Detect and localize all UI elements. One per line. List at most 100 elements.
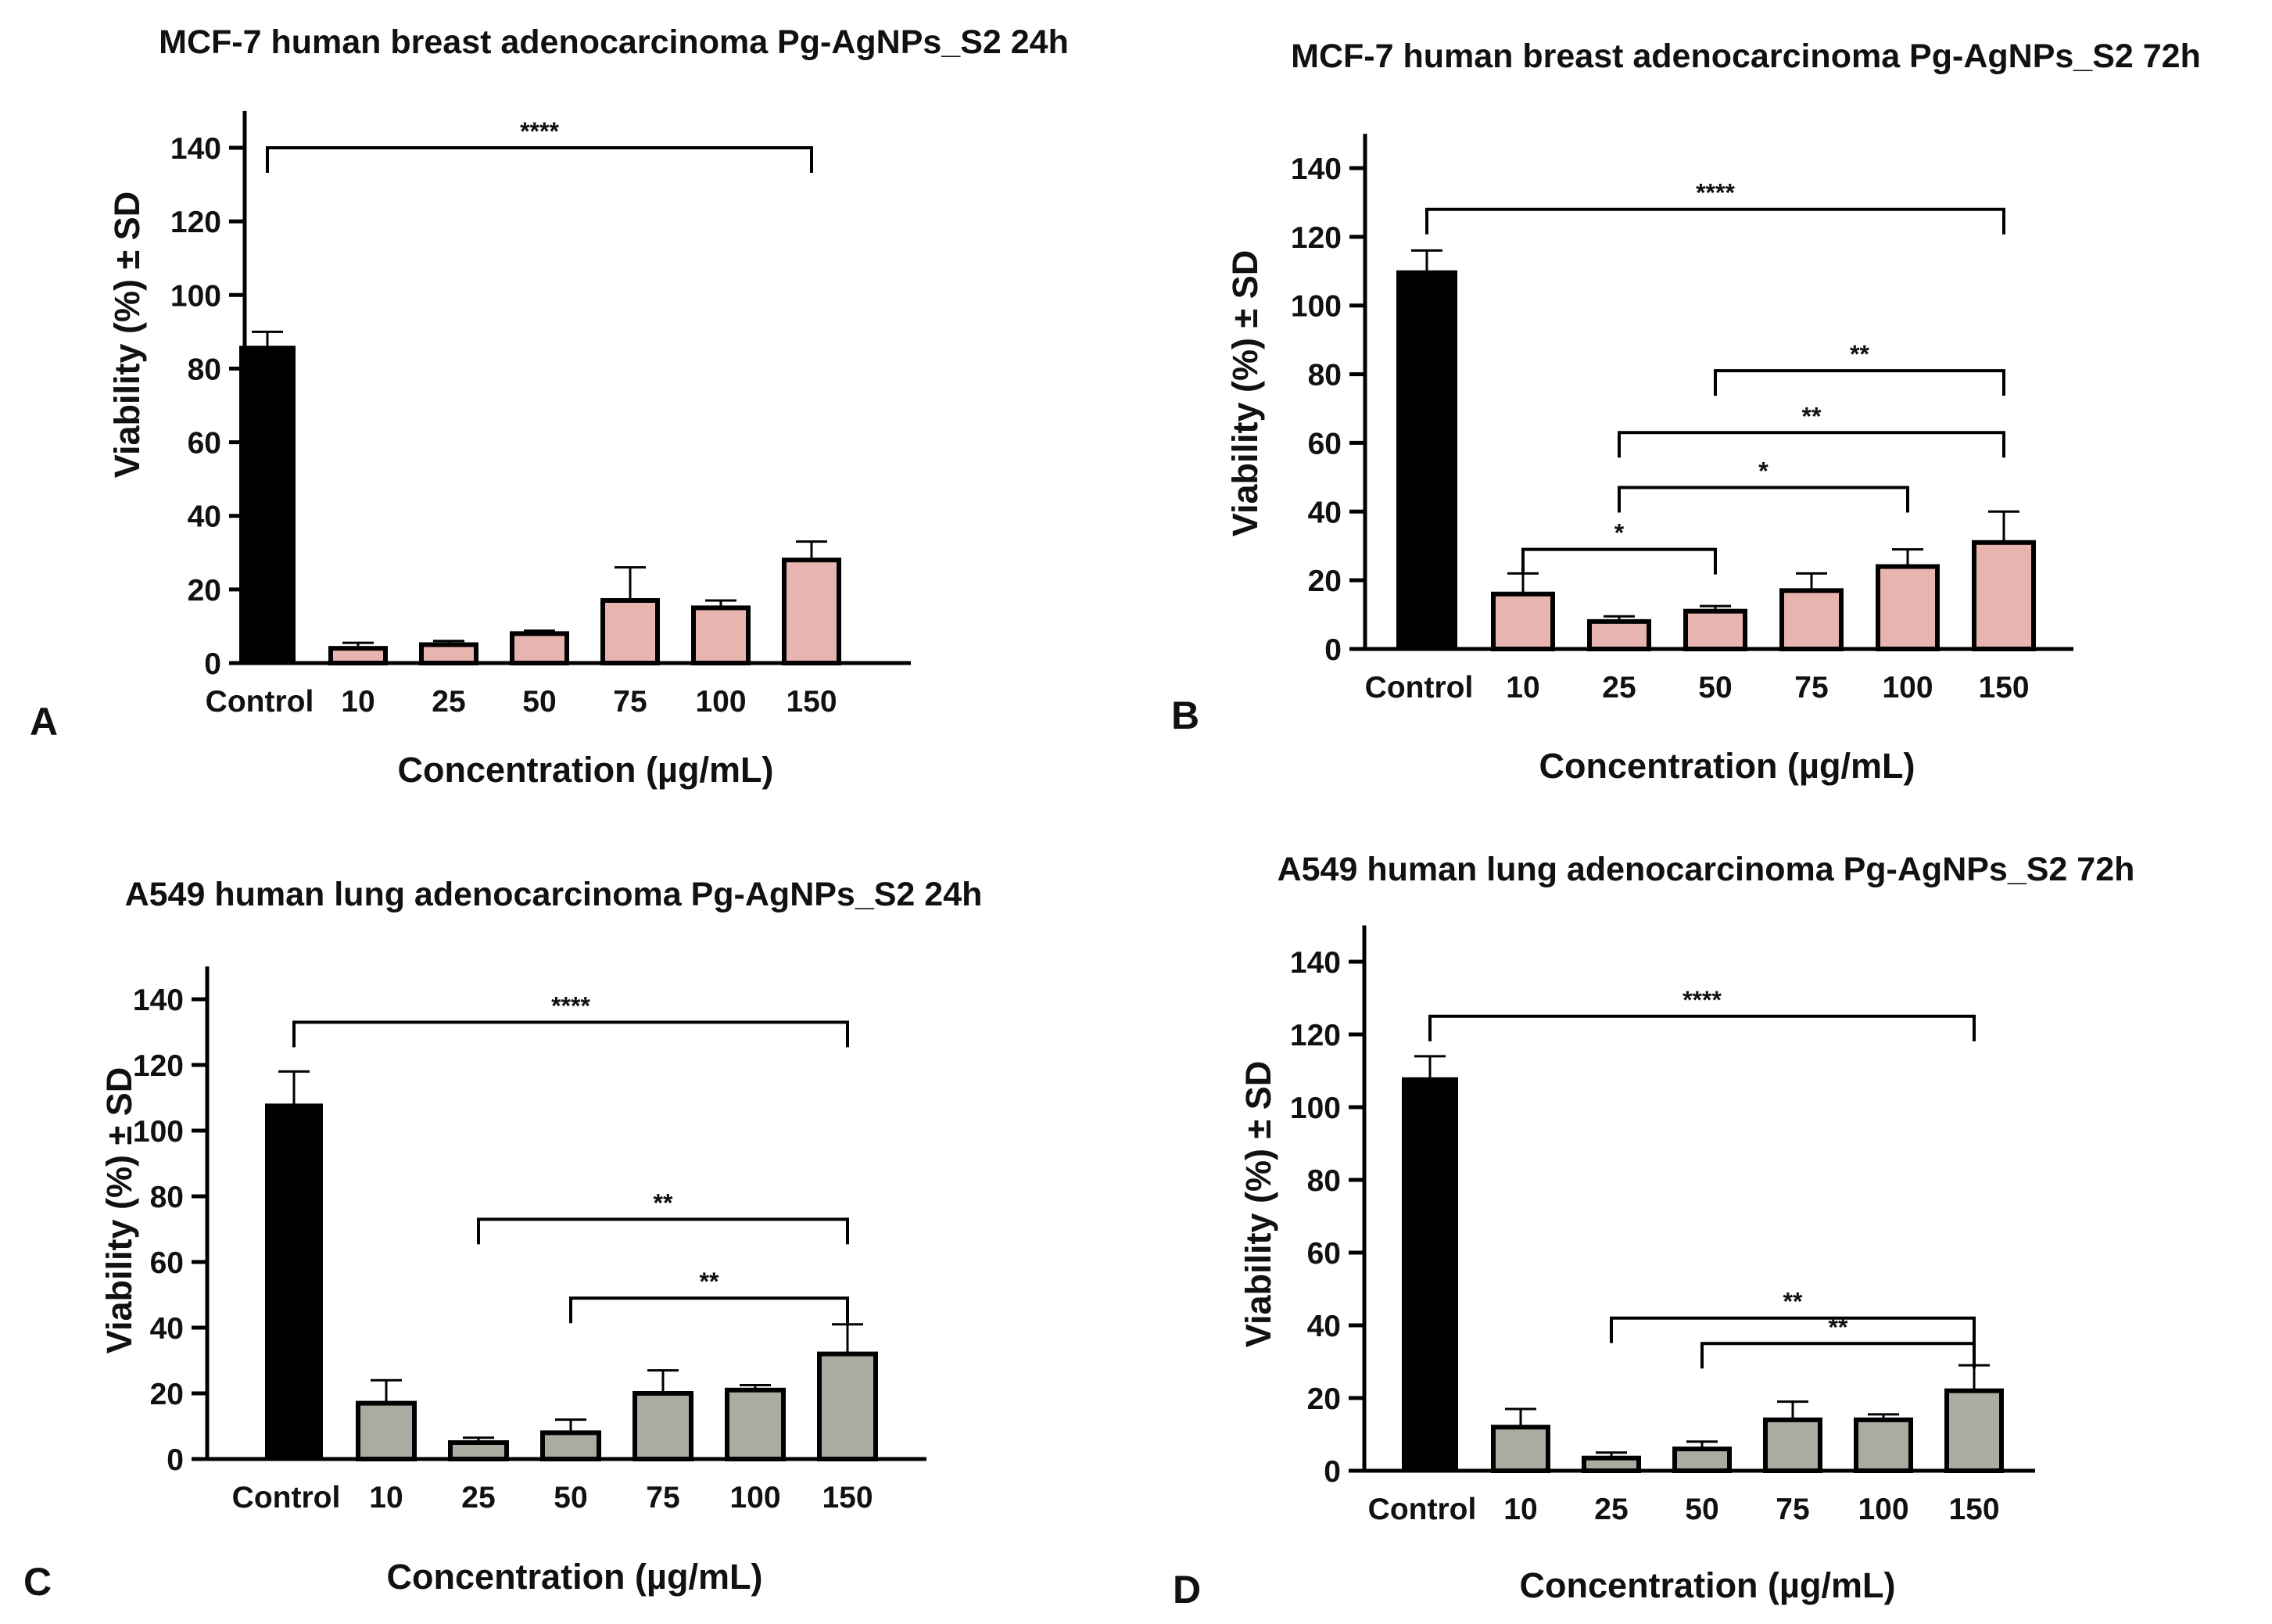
bar-50	[540, 1430, 601, 1462]
x-tick-label: 100	[695, 685, 746, 719]
y-tick-label: 140	[133, 984, 184, 1017]
y-tick-label: 20	[150, 1378, 184, 1411]
x-tick-label: Control	[1368, 1493, 1477, 1526]
y-tick-label: 0	[167, 1443, 184, 1477]
y-tick-label: 40	[1308, 496, 1342, 529]
x-tick-label: 75	[613, 685, 647, 719]
y-tick-label: 140	[1291, 152, 1342, 186]
x-tick-label: 100	[1858, 1493, 1908, 1526]
y-tick-label: 40	[188, 500, 221, 534]
bar-100	[725, 1387, 786, 1462]
y-tick-label: 20	[188, 574, 221, 608]
panel-letter: C	[23, 1560, 52, 1604]
bar-150	[1972, 540, 2036, 651]
bar-25	[419, 642, 478, 666]
chart-title: A549 human lung adenocarcinoma Pg-AgNPs_…	[1278, 851, 2135, 888]
significance-bracket	[266, 146, 813, 173]
y-tick-label: 100	[1291, 290, 1342, 324]
y-axis-title: Viability (%) ± SD	[1225, 250, 1265, 536]
panel-letter: D	[1173, 1568, 1201, 1611]
bar-10	[356, 1400, 417, 1461]
significance-bracket	[1618, 431, 2005, 458]
significance-label: **	[700, 1267, 719, 1296]
bar-75	[1763, 1417, 1822, 1474]
significance-bracket	[569, 1296, 849, 1324]
y-tick-label: 100	[1290, 1092, 1341, 1125]
x-tick-label: 50	[1685, 1493, 1718, 1526]
y-tick-label: 80	[188, 353, 221, 386]
x-tick-label: 10	[1506, 671, 1539, 704]
chart-title: MCF-7 human breast adenocarcinoma Pg-AgN…	[1291, 38, 2201, 75]
bar-150	[782, 557, 841, 666]
significance-bracket	[1428, 1014, 1976, 1041]
bar-control	[1402, 1077, 1458, 1472]
significance-label: *	[1758, 457, 1769, 486]
x-tick-label: 150	[1978, 671, 2029, 704]
bar-75	[600, 597, 660, 666]
y-tick-label: 120	[1290, 1019, 1341, 1052]
y-tick-label: 120	[170, 206, 221, 239]
y-tick-label: 20	[1308, 565, 1342, 598]
bar-75	[633, 1391, 693, 1461]
y-tick-label: 0	[1324, 633, 1342, 667]
y-tick-label: 80	[150, 1181, 184, 1214]
bar-100	[1876, 564, 1940, 651]
significance-label: **	[1829, 1313, 1848, 1341]
bar-50	[1683, 608, 1747, 652]
x-tick-label: 25	[432, 685, 465, 719]
chart-title: MCF-7 human breast adenocarcinoma Pg-AgN…	[159, 23, 1069, 61]
x-axis-title: Concentration (µg/mL)	[1539, 746, 1915, 786]
x-tick-label: Control	[232, 1481, 341, 1515]
y-tick-label: 20	[1307, 1382, 1341, 1416]
x-tick-label: 75	[1776, 1493, 1809, 1526]
chart-panel-a: MCF-7 human breast adenocarcinoma Pg-AgN…	[30, 23, 1069, 790]
y-tick-label: 80	[1307, 1164, 1341, 1198]
significance-label: ****	[520, 117, 559, 145]
y-tick-label: 60	[1308, 427, 1342, 461]
y-tick-label: 60	[150, 1246, 184, 1280]
x-tick-label: 25	[1602, 671, 1636, 704]
x-tick-label: 150	[822, 1481, 873, 1515]
x-axis-title: Concentration (µg/mL)	[398, 750, 774, 790]
y-tick-label: 100	[133, 1115, 184, 1149]
x-tick-label: Control	[1365, 671, 1474, 704]
bar-25	[1582, 1455, 1641, 1473]
y-tick-label: 80	[1308, 359, 1342, 393]
x-tick-label: 25	[1594, 1493, 1628, 1526]
y-tick-label: 120	[1291, 221, 1342, 255]
significance-bracket	[292, 1020, 849, 1048]
x-tick-label: 150	[1948, 1493, 1999, 1526]
bar-25	[1587, 618, 1651, 651]
x-tick-label: 75	[646, 1481, 679, 1515]
bar-10	[1491, 591, 1555, 652]
y-tick-label: 40	[1307, 1310, 1341, 1343]
y-tick-label: 140	[1290, 946, 1341, 980]
significance-label: **	[1850, 340, 1869, 368]
bar-25	[448, 1440, 509, 1461]
significance-bracket	[1610, 1316, 1976, 1343]
panel-letter: A	[30, 700, 58, 744]
x-tick-label: 10	[369, 1481, 403, 1515]
bar-10	[328, 646, 388, 666]
y-tick-label: 100	[170, 279, 221, 313]
x-tick-label: 50	[1698, 671, 1732, 704]
bar-50	[1672, 1447, 1732, 1473]
x-tick-label: 100	[729, 1481, 780, 1515]
y-tick-label: 0	[1324, 1455, 1341, 1489]
bar-150	[1944, 1388, 2004, 1473]
significance-label: ****	[1696, 179, 1735, 207]
significance-bracket	[1714, 369, 2005, 396]
significance-bracket	[1618, 486, 1909, 513]
x-tick-label: 75	[1794, 671, 1828, 704]
x-tick-label: 50	[554, 1481, 587, 1515]
x-axis-title: Concentration (µg/mL)	[1520, 1565, 1896, 1605]
significance-label: ****	[551, 991, 590, 1020]
bar-50	[510, 631, 569, 665]
bar-100	[1854, 1417, 1913, 1474]
significance-bracket	[1700, 1342, 1976, 1369]
bar-10	[1491, 1425, 1550, 1473]
significance-label: **	[654, 1188, 673, 1217]
x-tick-label: Control	[206, 685, 314, 719]
x-tick-label: 25	[461, 1481, 495, 1515]
chart-panel-b: MCF-7 human breast adenocarcinoma Pg-AgN…	[1171, 38, 2201, 786]
